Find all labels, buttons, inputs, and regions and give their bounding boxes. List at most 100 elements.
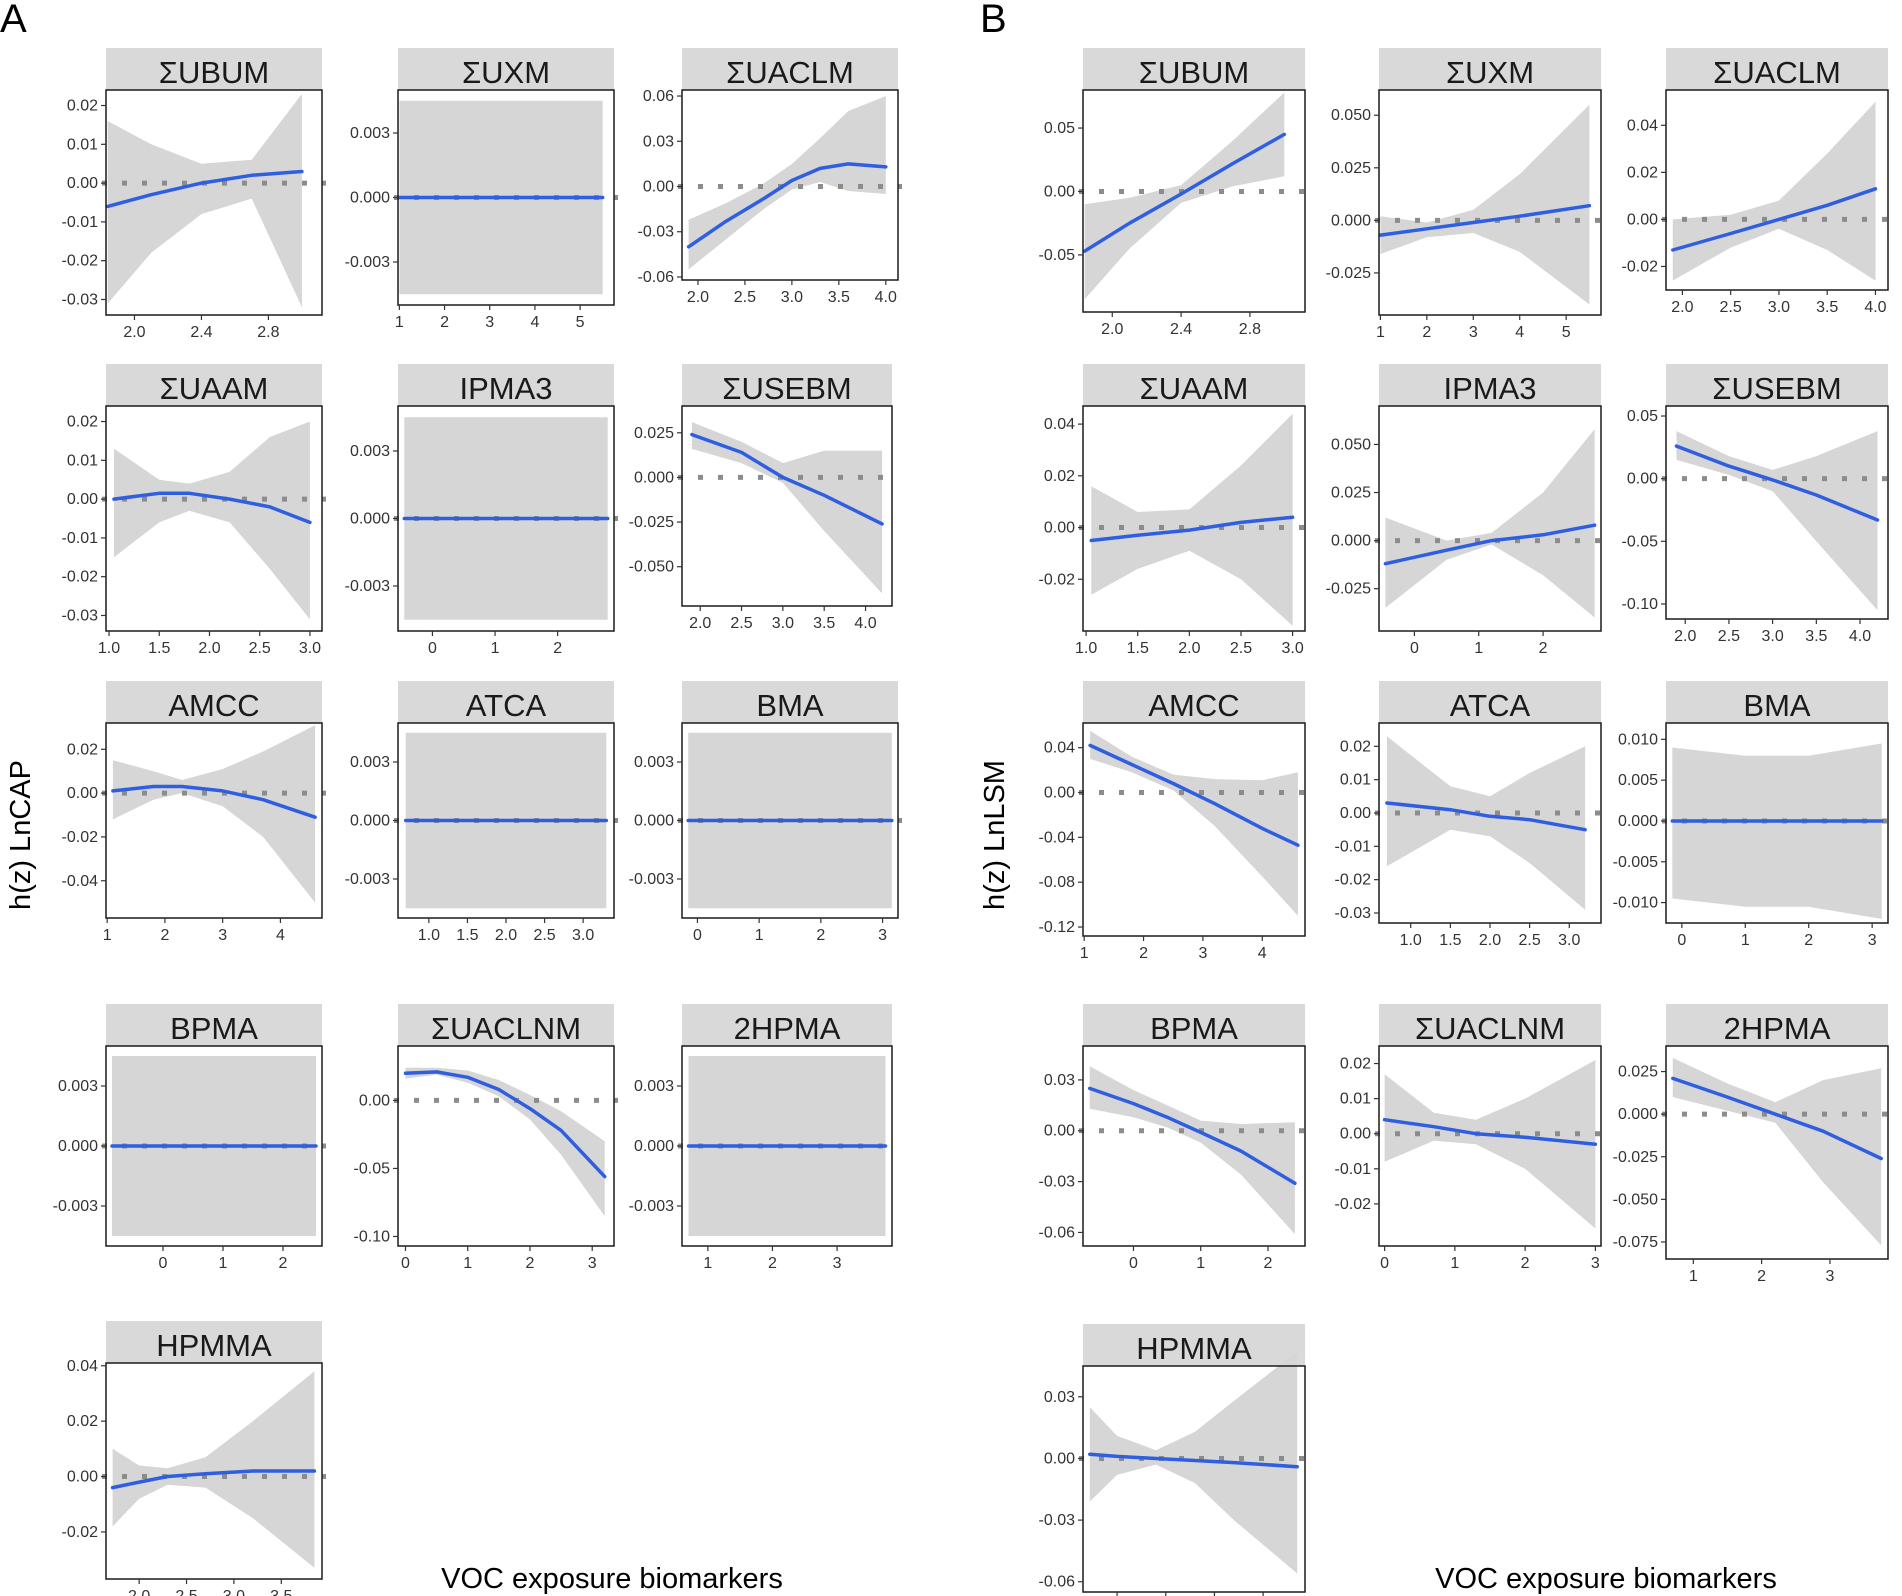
y-tick-label-A-3: 0.06 [643, 88, 674, 105]
x-tick-label-B-6: 2.0 [1674, 628, 1696, 645]
exposure-response-line-B-12 [1671, 1076, 1883, 1161]
y-axis-title-A: h(z) LnCAP [5, 760, 37, 910]
x-tick-label-B-9: 3 [1868, 932, 1877, 949]
facet-A-10: BPMA 0.003 0.000 -0.003 0 1 2 [53, 1004, 326, 1272]
x-tick-label-B-4: 1.0 [1075, 640, 1097, 657]
facet-B-7: AMCC 0.04 0.00 -0.04 -0.08 -0.121 2 3 4 [1039, 681, 1309, 962]
y-tick-label-B-11: 0.02 [1340, 1056, 1371, 1073]
x-tick-label-B-3: 4.0 [1864, 299, 1886, 316]
x-tick-label-A-3: 2.0 [687, 289, 709, 306]
exposure-response-line-B-11 [1382, 1117, 1598, 1146]
y-tick-label-A-6: -0.025 [629, 514, 674, 531]
confidence-band-B-9 [1672, 743, 1882, 919]
plot-frame-B-9 [1665, 722, 1889, 924]
facet-strip-A-10 [106, 1004, 322, 1052]
exposure-response-line-A-6 [690, 432, 884, 526]
plot-frame-B-5 [1378, 405, 1602, 632]
x-tick-label-B-9: 1 [1741, 932, 1750, 949]
facet-B-10: BPMA 0.03 0.00 -0.03 -0.06 0 1 2 [1039, 1004, 1309, 1272]
facet-strip-B-9 [1666, 681, 1888, 729]
x-tick-label-A-11: 1 [463, 1255, 472, 1272]
panel-A-letter: A [0, 0, 27, 41]
y-tick-label-A-4: -0.03 [62, 607, 99, 624]
y-tick-label-B-13: -0.03 [1039, 1512, 1076, 1529]
facet-A-6: ΣUSEBM 0.025 0.000 -0.025 -0.050 2.0 2.5 3.0 3.5… [629, 364, 896, 632]
y-tick-label-A-9: -0.003 [629, 871, 674, 888]
x-tick-label-A-9: 0 [693, 927, 702, 944]
x-tick-label-A-2: 4 [530, 314, 539, 331]
x-axis-title-A: VOC exposure biomarkers [441, 1563, 783, 1595]
facet-B-9: BMA 0.010 0.005 0.000 -0.005 -0.010 0 1 2 3 [1613, 681, 1892, 949]
x-tick-label-A-1: 2.8 [257, 324, 279, 341]
facet-strip-A-9 [682, 681, 898, 729]
facet-A-5: IPMA3 0.003 0.000 -0.003 0 1 2 [345, 364, 618, 657]
x-tick-label-B-7: 1 [1080, 945, 1089, 962]
facet-strip-B-12 [1666, 1004, 1888, 1052]
x-tick-label-B-12: 1 [1689, 1268, 1698, 1285]
x-tick-label-B-4: 3.0 [1281, 640, 1303, 657]
x-tick-label-A-11: 3 [588, 1255, 597, 1272]
facet-title-A-8: ATCA [466, 688, 547, 723]
x-tick-label-B-10: 1 [1196, 1255, 1205, 1272]
x-tick-label-A-2: 1 [395, 314, 404, 331]
facet-title-B-6: ΣUSEBM [1712, 371, 1841, 406]
y-tick-label-A-6: 0.000 [634, 469, 674, 486]
facet-strip-A-2 [398, 48, 614, 96]
y-tick-label-A-3: -0.06 [638, 269, 675, 286]
facet-title-B-10: BPMA [1150, 1011, 1238, 1046]
facet-strip-A-5 [398, 364, 614, 412]
facet-title-A-12: 2HPMA [734, 1011, 841, 1046]
plot-frame-A-1 [105, 89, 323, 316]
y-tick-label-B-4: -0.02 [1039, 571, 1076, 588]
facet-strip-B-13 [1083, 1324, 1305, 1372]
exposure-response-line-A-7 [111, 784, 317, 819]
y-tick-label-A-7: -0.02 [62, 829, 99, 846]
y-tick-label-B-5: 0.000 [1331, 533, 1371, 550]
plot-frame-B-2 [1378, 89, 1602, 316]
x-tick-label-A-3: 2.5 [734, 289, 756, 306]
x-tick-label-B-2: 2 [1422, 324, 1431, 341]
x-tick-label-B-11: 2 [1521, 1255, 1530, 1272]
x-tick-label-A-3: 3.0 [781, 289, 803, 306]
x-tick-label-A-9: 1 [755, 927, 764, 944]
x-tick-label-A-7: 3 [218, 927, 227, 944]
plot-frame-B-3 [1665, 89, 1889, 291]
x-tick-label-A-5: 1 [491, 640, 500, 657]
facet-title-A-2: ΣUXM [462, 55, 550, 90]
panel-B-letter: B [980, 0, 1007, 41]
x-tick-label-B-7: 4 [1258, 945, 1267, 962]
plot-frame-B-7 [1082, 722, 1306, 937]
x-tick-label-A-9: 3 [878, 927, 887, 944]
y-tick-label-A-8: 0.003 [350, 754, 390, 771]
y-tick-label-A-3: -0.03 [638, 224, 675, 241]
x-tick-label-A-3: 4.0 [875, 289, 897, 306]
facet-strip-A-1 [106, 48, 322, 96]
x-tick-label-A-1: 2.0 [123, 324, 145, 341]
x-tick-label-A-8: 1.0 [418, 927, 440, 944]
y-tick-label-A-12: 0.000 [634, 1138, 674, 1155]
x-tick-label-B-7: 2 [1139, 945, 1148, 962]
x-tick-label-A-9: 2 [816, 927, 825, 944]
y-tick-label-B-12: -0.025 [1613, 1149, 1658, 1166]
facet-B-2: ΣUXM 0.050 0.025 0.000 -0.025 1 2 3 4 5 [1326, 48, 1605, 341]
x-tick-label-B-3: 3.0 [1768, 299, 1790, 316]
confidence-band-B-7 [1090, 730, 1298, 916]
x-tick-label-A-11: 0 [401, 1255, 410, 1272]
x-tick-label-B-9: 2 [1804, 932, 1813, 949]
facet-title-A-4: ΣUAAM [160, 371, 269, 406]
facet-B-1: ΣUBUM 0.05 0.00 -0.05 2.0 2.4 2.8 [1039, 48, 1309, 338]
y-tick-label-B-1: 0.00 [1044, 183, 1075, 200]
facet-strip-A-7 [106, 681, 322, 729]
facet-strip-B-5 [1379, 364, 1601, 412]
y-tick-label-B-8: -0.02 [1335, 872, 1372, 889]
facet-A-2: ΣUXM 0.003 0.000 -0.003 1 2 3 4 5 [345, 48, 618, 331]
y-tick-label-B-11: -0.02 [1335, 1196, 1372, 1213]
y-tick-label-B-11: 0.01 [1340, 1091, 1371, 1108]
x-tick-label-A-5: 2 [553, 640, 562, 657]
y-tick-label-B-13: -0.06 [1039, 1574, 1076, 1591]
x-tick-label-A-12: 1 [703, 1255, 712, 1272]
plot-frame-A-4 [105, 405, 323, 632]
exposure-response-line-A-11 [403, 1070, 607, 1179]
facet-title-A-13: HPMMA [156, 1328, 272, 1363]
x-tick-label-B-10: 2 [1264, 1255, 1273, 1272]
